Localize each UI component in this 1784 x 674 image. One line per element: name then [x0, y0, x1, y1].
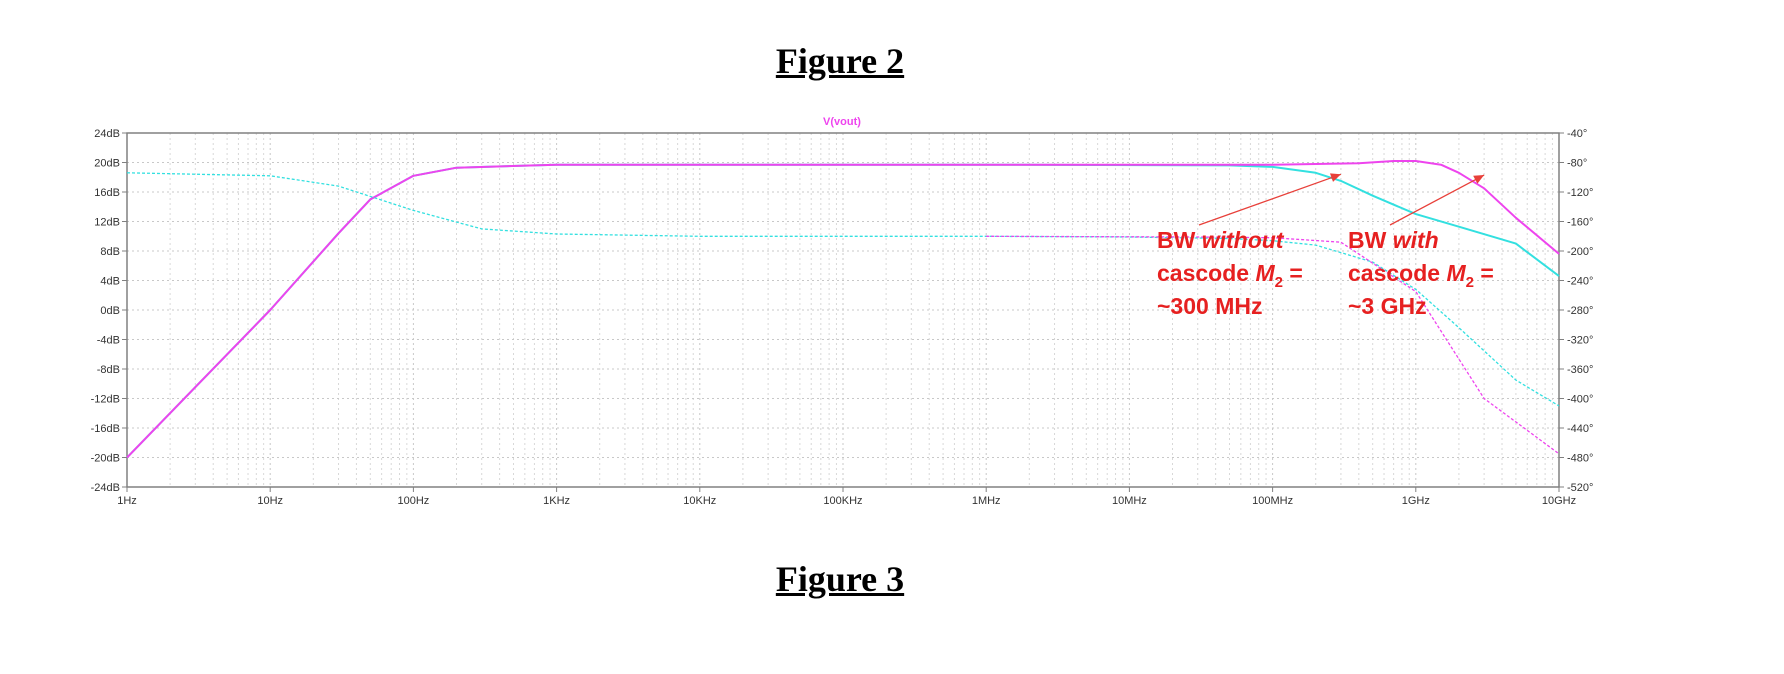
y2-tick-label: -40° — [1567, 128, 1587, 140]
annotation-arrowhead — [1473, 175, 1485, 184]
y2-tick-label: -480° — [1567, 453, 1593, 465]
y-tick-label: -20dB — [91, 453, 120, 465]
x-tick-label: 10KHz — [683, 495, 716, 507]
x-tick-label: 1MHz — [972, 495, 1001, 507]
y2-tick-label: -80° — [1567, 158, 1587, 170]
y-tick-label: 12dB — [94, 217, 120, 229]
x-axis-ticks: 1Hz 10Hz 100Hz 1KHz 10KHz 100KHz 1MHz 10MHz 100M… — [117, 487, 1576, 507]
y-tick-label: -24dB — [91, 482, 120, 494]
annotation-arrowhead — [1329, 173, 1341, 182]
annotation-label: ~3 GHz — [1348, 293, 1427, 319]
y-tick-label: -4dB — [97, 335, 120, 347]
y-axis-ticks: 24dB 20dB 16dB 12dB 8dB 4dB 0dB -4dB -8dB -12dB -1… — [91, 128, 127, 494]
series-line-2 — [126, 160, 1560, 459]
annotation-label: ~300 MHz — [1157, 293, 1262, 319]
y-tick-label: 24dB — [94, 128, 120, 140]
series-line-4 — [986, 235, 1560, 455]
figure-caption-top: Figure 2 — [775, 41, 905, 81]
x-tick-label: 10MHz — [1112, 495, 1147, 507]
annotation-label: cascode M2 = — [1157, 260, 1303, 291]
x-tick-label: 100Hz — [398, 495, 430, 507]
y-tick-label: 4dB — [100, 276, 120, 288]
y2-tick-label: -160° — [1567, 217, 1593, 229]
annotation-arrow-line — [1389, 174, 1485, 226]
y-tick-label: 8dB — [100, 246, 120, 258]
y-tick-label: 0dB — [100, 305, 120, 317]
y2-tick-label: -200° — [1567, 246, 1593, 258]
y-tick-label: -8dB — [97, 364, 120, 376]
annotation-label: cascode M2 = — [1348, 260, 1494, 291]
x-tick-label: 10GHz — [1542, 495, 1576, 507]
y2-tick-label: -360° — [1567, 364, 1593, 376]
x-tick-label: 100KHz — [823, 495, 862, 507]
bode-plot: 24dB 20dB 16dB 12dB 8dB 4dB 0dB -4dB -8dB -12dB -1… — [91, 116, 1594, 507]
y2-tick-label: -520° — [1567, 482, 1593, 494]
y-tick-label: 16dB — [94, 187, 120, 199]
series-layer — [126, 160, 1560, 459]
x-tick-label: 10Hz — [257, 495, 283, 507]
y2-tick-label: -120° — [1567, 187, 1593, 199]
grid — [126, 132, 1559, 488]
y2-tick-label: -240° — [1567, 276, 1593, 288]
annotation-label: BW without — [1157, 227, 1285, 253]
x-tick-label: 1GHz — [1402, 495, 1430, 507]
figure-caption-bottom: Figure 3 — [775, 559, 905, 599]
x-tick-label: 1Hz — [117, 495, 137, 507]
y2-tick-label: -400° — [1567, 394, 1593, 406]
y2-tick-label: -320° — [1567, 335, 1593, 347]
series-line-3 — [126, 172, 1560, 407]
y-tick-label: 20dB — [94, 158, 120, 170]
x-tick-label: 100MHz — [1252, 495, 1293, 507]
y2-axis-ticks: -40° -80° -120° -160° -200° -240° -280° -320° -3… — [1559, 128, 1593, 494]
annotation-label: BW with — [1348, 227, 1439, 253]
y2-tick-label: -280° — [1567, 305, 1593, 317]
chart-title: V(vout) — [823, 116, 861, 128]
y-tick-label: -12dB — [91, 394, 120, 406]
y2-tick-label: -440° — [1567, 423, 1593, 435]
x-tick-label: 1KHz — [543, 495, 570, 507]
y-tick-label: -16dB — [91, 423, 120, 435]
annotation-arrow-line — [1198, 173, 1342, 226]
